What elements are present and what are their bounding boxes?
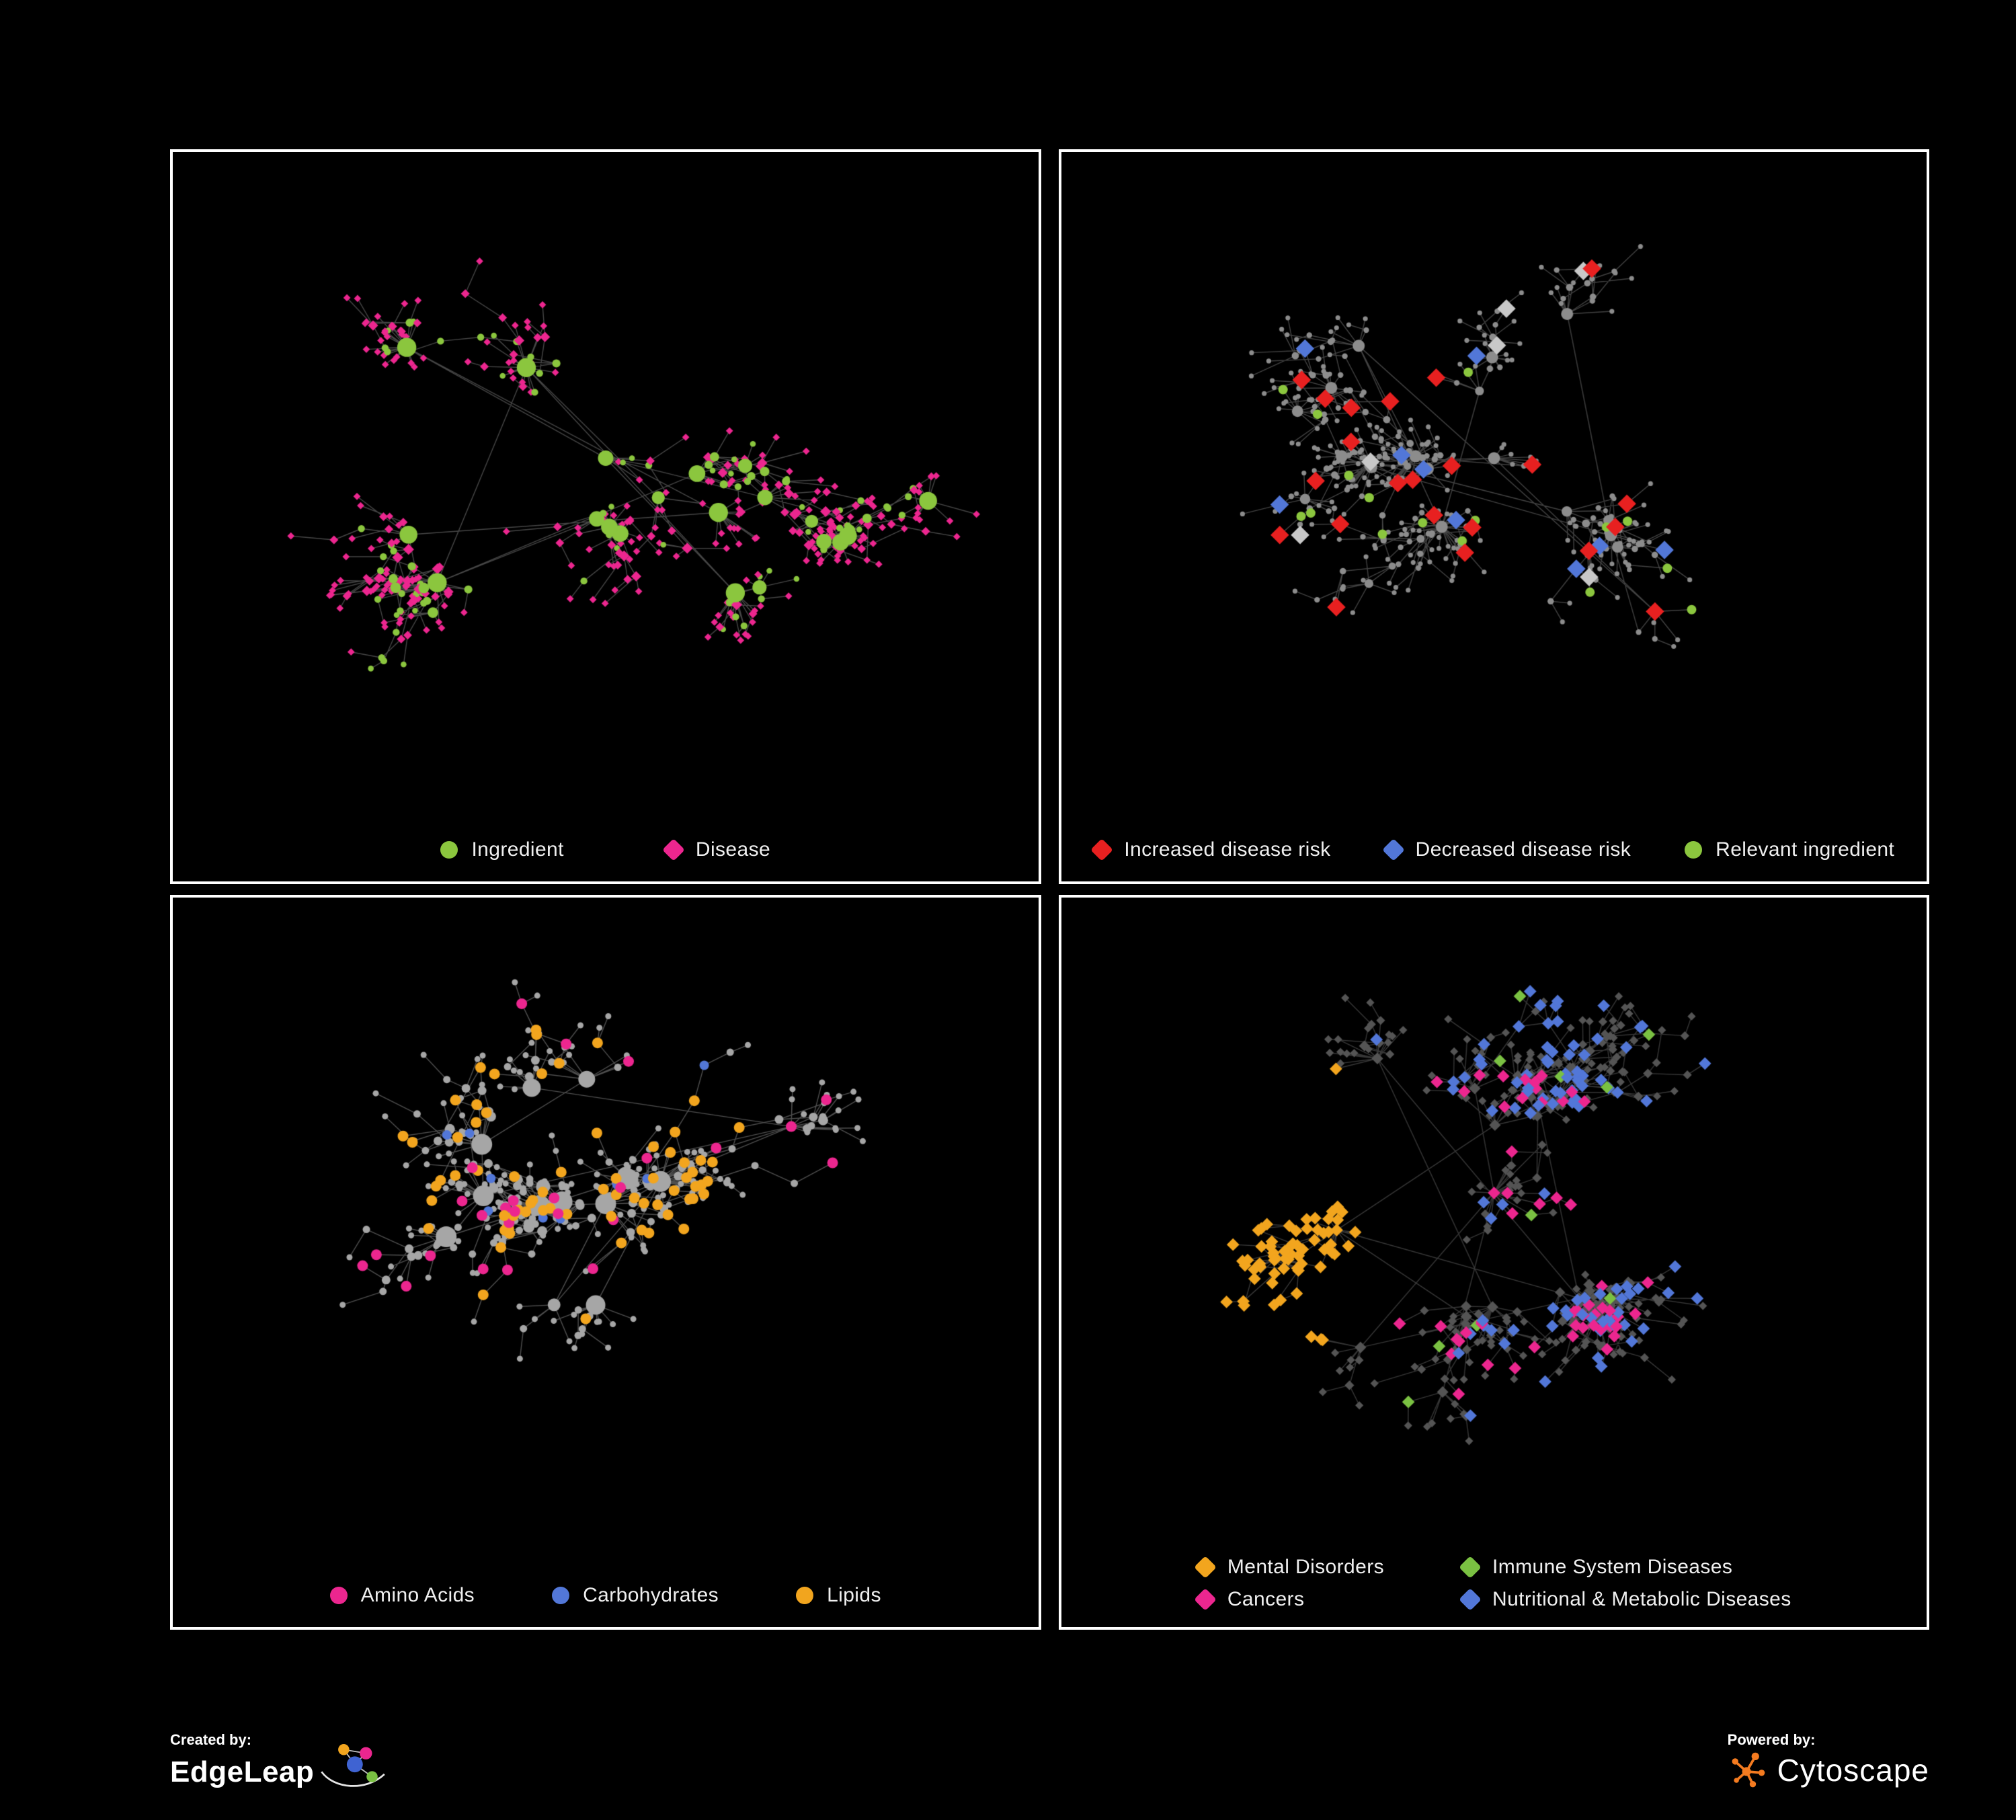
legend-label: Increased disease risk: [1124, 838, 1331, 861]
legend-item-lipids: Lipids: [796, 1584, 881, 1607]
disease-diamond-icon: [661, 838, 685, 861]
carbohydrates-circle-icon: [552, 1586, 570, 1604]
legend-label: Ingredient: [471, 838, 564, 861]
legend-item-immune-system-diseases: Immune System Diseases: [1459, 1556, 1733, 1579]
edgeleap-wordmark: EdgeLeap: [170, 1755, 315, 1788]
cytoscape-wordmark: Cytoscape: [1777, 1753, 1929, 1788]
legend-label: Carbohydrates: [583, 1583, 719, 1606]
macronutrient-legend: Amino Acids Carbohydrates Lipids: [173, 1563, 1039, 1627]
mental-disorders-diamond-icon: [1193, 1556, 1217, 1579]
immune-diseases-diamond-icon: [1459, 1556, 1482, 1579]
legend-label: Relevant ingredient: [1716, 838, 1895, 861]
relevant-ingredient-circle-icon: [1685, 840, 1703, 859]
legend-label: Mental Disorders: [1227, 1556, 1384, 1578]
macronutrient-network-canvas: [173, 898, 1039, 1563]
edgeleap-brand-row: EdgeLeap: [170, 1744, 391, 1794]
panel-disease-risk: Increased disease risk Decreased disease…: [1058, 149, 1929, 884]
legend-item-ingredient: Ingredient: [440, 838, 563, 861]
decreased-risk-diamond-icon: [1381, 838, 1405, 861]
legend-item-cancers: Cancers: [1193, 1588, 1305, 1611]
lipids-circle-icon: [796, 1586, 814, 1604]
nutritional-metabolic-diamond-icon: [1459, 1588, 1482, 1611]
legend-label: Lipids: [827, 1583, 881, 1606]
cytoscape-branding: Powered by: Cytoscape: [1728, 1731, 1929, 1790]
panel-ingredient-disease: Ingredient Disease: [170, 149, 1041, 884]
panels-grid: Ingredient Disease Increased disease ris…: [170, 149, 1929, 1630]
legend-item-increased-risk: Increased disease risk: [1090, 838, 1331, 861]
disease-categories-network-canvas: [1061, 898, 1927, 1540]
legend-label: Nutritional & Metabolic Diseases: [1492, 1588, 1791, 1610]
legend-item-mental-disorders: Mental Disorders: [1193, 1556, 1384, 1579]
legend-item-decreased-risk: Decreased disease risk: [1381, 838, 1631, 861]
ingredient-circle-icon: [440, 840, 458, 859]
legend-label: Cancers: [1227, 1588, 1305, 1610]
legend-label: Immune System Diseases: [1492, 1556, 1733, 1578]
panel-disease-categories: Mental Disorders Immune System Diseases …: [1058, 895, 1929, 1630]
cytoscape-logo-icon: [1732, 1752, 1765, 1788]
edgeleap-branding: Created by: EdgeLeap: [170, 1731, 391, 1794]
legend-item-amino-acids: Amino Acids: [329, 1583, 475, 1607]
panel-macronutrient-classes: Amino Acids Carbohydrates Lipids: [170, 895, 1041, 1630]
amino-acids-circle-icon: [329, 1586, 348, 1604]
cancers-diamond-icon: [1193, 1588, 1217, 1611]
cytoscape-brand-row: Cytoscape: [1728, 1750, 1929, 1790]
disease-risk-network-canvas: [1061, 152, 1927, 818]
legend-label: Decreased disease risk: [1415, 838, 1631, 861]
disease-categories-legend: Mental Disorders Immune System Diseases …: [1061, 1540, 1927, 1627]
legend-label: Amino Acids: [360, 1583, 475, 1606]
edgeleap-logo-icon: [321, 1744, 386, 1787]
ingredient-disease-legend: Ingredient Disease: [173, 818, 1039, 881]
legend-item-disease: Disease: [661, 838, 771, 861]
created-by-label: Created by:: [170, 1731, 252, 1748]
increased-risk-diamond-icon: [1090, 838, 1114, 861]
disease-risk-legend: Increased disease risk Decreased disease…: [1061, 818, 1927, 881]
legend-label: Disease: [695, 838, 771, 861]
ingredient-disease-network-canvas: [173, 152, 1039, 818]
legend-item-carbohydrates: Carbohydrates: [552, 1584, 719, 1607]
powered-by-label: Powered by:: [1727, 1731, 1816, 1748]
legend-item-nutritional-metabolic-diseases: Nutritional & Metabolic Diseases: [1459, 1588, 1791, 1611]
legend-item-relevant-ingredient: Relevant ingredient: [1685, 838, 1894, 861]
